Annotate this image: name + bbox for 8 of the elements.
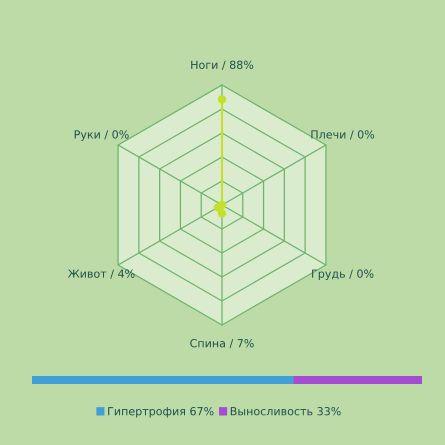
- spoke-label: Живот / 4%: [68, 269, 135, 279]
- spoke-label: Ноги / 88%: [191, 60, 254, 70]
- spoke-label: Руки / 0%: [74, 130, 129, 141]
- spoke-label: Плечи / 0%: [311, 130, 374, 140]
- spoke-label: Грудь / 0%: [312, 269, 374, 280]
- legend-label: Гипертрофия 67%: [108, 406, 214, 418]
- legend-label: Выносливость 33%: [230, 406, 341, 416]
- spoke-label: Спина / 7%: [190, 339, 254, 348]
